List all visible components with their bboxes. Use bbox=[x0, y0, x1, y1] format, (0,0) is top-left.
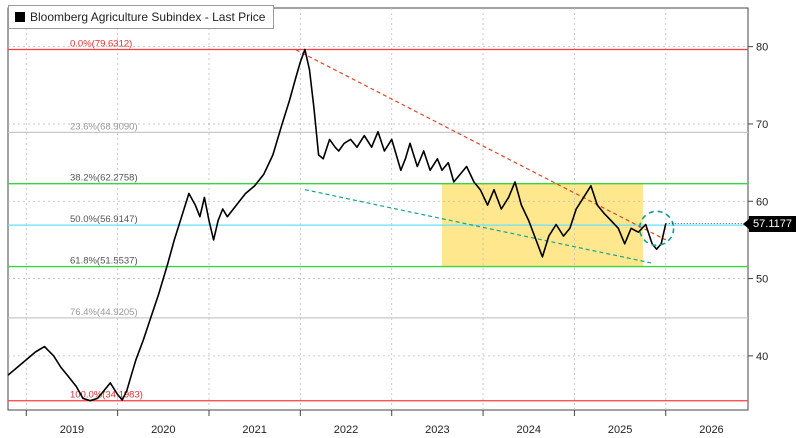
chart-legend: Bloomberg Agriculture Subindex - Last Pr… bbox=[8, 5, 275, 29]
lower-trendline bbox=[304, 189, 653, 264]
annotation-circle bbox=[638, 210, 675, 247]
legend-label: Bloomberg Agriculture Subindex - Last Pr… bbox=[30, 10, 266, 24]
y-tick-label: 50 bbox=[756, 274, 768, 286]
y-tick-label: 70 bbox=[756, 119, 768, 131]
fib-level-label: 0.0%(79.6312) bbox=[70, 39, 132, 50]
fib-level-label: 50.0%(56.9147) bbox=[70, 214, 138, 225]
y-tick-label: 60 bbox=[756, 196, 768, 208]
upper-trendline bbox=[295, 49, 667, 241]
x-tick-label: 2022 bbox=[334, 424, 358, 436]
price-series-line bbox=[7, 48, 667, 402]
y-tick-label: 40 bbox=[756, 351, 768, 363]
x-tick-label: 2020 bbox=[151, 424, 175, 436]
fib-level-label: 100.0%(34.1983) bbox=[70, 390, 143, 401]
legend-swatch bbox=[15, 12, 25, 22]
x-tick-label: 2026 bbox=[699, 424, 723, 436]
x-tick-label: 2019 bbox=[60, 424, 84, 436]
fib-level-label: 76.4%(44.9205) bbox=[70, 307, 138, 318]
fib-level-label: 23.6%(68.9090) bbox=[70, 121, 138, 132]
fib-level-label: 38.2%(62.2758) bbox=[70, 173, 138, 184]
last-price-badge: 57.1177 bbox=[743, 215, 796, 232]
x-tick-label: 2023 bbox=[425, 424, 449, 436]
fib-level-label: 61.8%(51.5537) bbox=[70, 256, 138, 267]
y-tick-label: 80 bbox=[756, 42, 768, 54]
x-tick-label: 2025 bbox=[608, 424, 632, 436]
x-tick-label: 2021 bbox=[242, 424, 266, 436]
x-tick-label: 2024 bbox=[516, 424, 540, 436]
